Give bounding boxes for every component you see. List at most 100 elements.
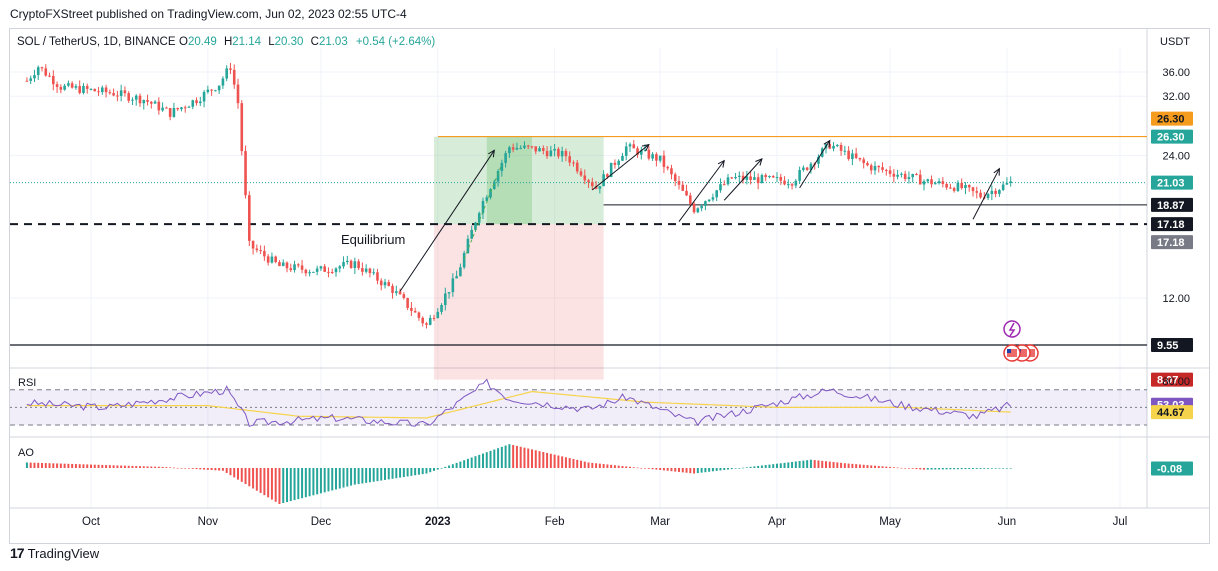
candle-up[interactable]	[142, 100, 146, 104]
candle-down[interactable]	[421, 317, 424, 324]
candle-down[interactable]	[542, 148, 545, 151]
candle-up[interactable]	[937, 181, 941, 184]
candle-down[interactable]	[677, 181, 681, 185]
candle-up[interactable]	[809, 163, 813, 170]
candle-up[interactable]	[753, 177, 756, 180]
candle-down[interactable]	[127, 93, 130, 101]
candle-down[interactable]	[960, 182, 963, 189]
candle-down[interactable]	[662, 155, 666, 167]
candle-down[interactable]	[681, 184, 685, 191]
candle-down[interactable]	[869, 165, 873, 171]
candle-up[interactable]	[794, 180, 798, 186]
candle-up[interactable]	[760, 175, 764, 184]
candle-down[interactable]	[406, 297, 409, 308]
candle-up[interactable]	[74, 86, 78, 88]
candle-down[interactable]	[606, 174, 609, 178]
candle-up[interactable]	[199, 101, 202, 104]
candle-down[interactable]	[847, 150, 850, 160]
candle-down[interactable]	[557, 148, 560, 157]
candle-down[interactable]	[387, 282, 391, 286]
candle-up[interactable]	[134, 95, 138, 100]
candle-down[interactable]	[583, 175, 587, 181]
candle-up[interactable]	[719, 184, 722, 191]
candle-down[interactable]	[915, 173, 918, 175]
candle-up[interactable]	[281, 262, 285, 267]
candle-up[interactable]	[658, 155, 662, 161]
candle-down[interactable]	[971, 187, 975, 192]
candle-down[interactable]	[138, 95, 142, 104]
candle-up[interactable]	[451, 278, 455, 293]
candle-up[interactable]	[153, 101, 157, 104]
candle-down[interactable]	[376, 272, 379, 281]
candle-down[interactable]	[297, 264, 300, 266]
candle-up[interactable]	[101, 87, 104, 93]
candle-up[interactable]	[372, 272, 375, 274]
candle-up[interactable]	[477, 213, 481, 223]
candle-up[interactable]	[553, 148, 556, 151]
candle-down[interactable]	[994, 190, 997, 194]
candle-down[interactable]	[304, 269, 308, 274]
candle-down[interactable]	[594, 186, 598, 189]
candle-up[interactable]	[353, 261, 357, 268]
candle-down[interactable]	[398, 291, 402, 295]
candle-up[interactable]	[926, 179, 930, 182]
candle-up[interactable]	[180, 107, 183, 110]
candle-down[interactable]	[413, 310, 417, 313]
candle-down[interactable]	[670, 168, 673, 175]
candle-down[interactable]	[975, 191, 979, 193]
tradingview-logo[interactable]: 17 TradingView	[10, 545, 99, 561]
candle-down[interactable]	[858, 157, 862, 160]
candle-down[interactable]	[289, 268, 293, 271]
candle-up[interactable]	[900, 173, 903, 175]
candle-down[interactable]	[805, 167, 809, 170]
candle-down[interactable]	[790, 184, 794, 186]
candle-up[interactable]	[734, 176, 737, 179]
candle-up[interactable]	[798, 169, 801, 181]
candle-up[interactable]	[500, 162, 504, 172]
candle-up[interactable]	[217, 85, 221, 91]
candle-down[interactable]	[952, 188, 956, 191]
candle-down[interactable]	[285, 262, 289, 269]
candle-up[interactable]	[493, 181, 496, 190]
candle-down[interactable]	[48, 75, 51, 77]
candle-up[interactable]	[161, 107, 164, 111]
candle-up[interactable]	[549, 150, 553, 157]
candle-up[interactable]	[707, 199, 711, 202]
candle-up[interactable]	[998, 189, 1001, 194]
candle-down[interactable]	[545, 150, 549, 157]
candle-up[interactable]	[896, 174, 899, 177]
candle-up[interactable]	[225, 68, 228, 79]
candle-down[interactable]	[666, 166, 669, 169]
candle-up[interactable]	[651, 154, 654, 159]
candle-down[interactable]	[104, 87, 108, 93]
candle-down[interactable]	[59, 86, 63, 90]
candle-down[interactable]	[410, 307, 413, 311]
candle-down[interactable]	[236, 84, 240, 104]
candle-up[interactable]	[481, 200, 485, 214]
candle-up[interactable]	[986, 194, 990, 199]
candle-down[interactable]	[689, 195, 692, 204]
candle-up[interactable]	[29, 78, 32, 81]
candle-down[interactable]	[391, 285, 394, 293]
candle-down[interactable]	[885, 169, 888, 171]
candle-down[interactable]	[108, 92, 112, 94]
candle-down[interactable]	[692, 203, 696, 213]
candle-up[interactable]	[308, 272, 311, 274]
candle-up[interactable]	[643, 149, 647, 151]
candle-up[interactable]	[346, 260, 349, 263]
candle-down[interactable]	[862, 159, 865, 164]
candle-up[interactable]	[172, 107, 176, 117]
candle-down[interactable]	[52, 76, 55, 85]
candle-down[interactable]	[568, 156, 571, 163]
candle-down[interactable]	[839, 144, 843, 151]
candle-up[interactable]	[202, 92, 206, 102]
candle-up[interactable]	[63, 85, 66, 90]
candle-down[interactable]	[183, 107, 187, 109]
candle-up[interactable]	[36, 67, 40, 76]
candle-up[interactable]	[907, 177, 911, 179]
candle-up[interactable]	[315, 268, 319, 272]
candle-up[interactable]	[851, 153, 854, 160]
candle-up[interactable]	[440, 305, 443, 312]
candle-up[interactable]	[270, 256, 274, 263]
candle-down[interactable]	[526, 145, 530, 147]
